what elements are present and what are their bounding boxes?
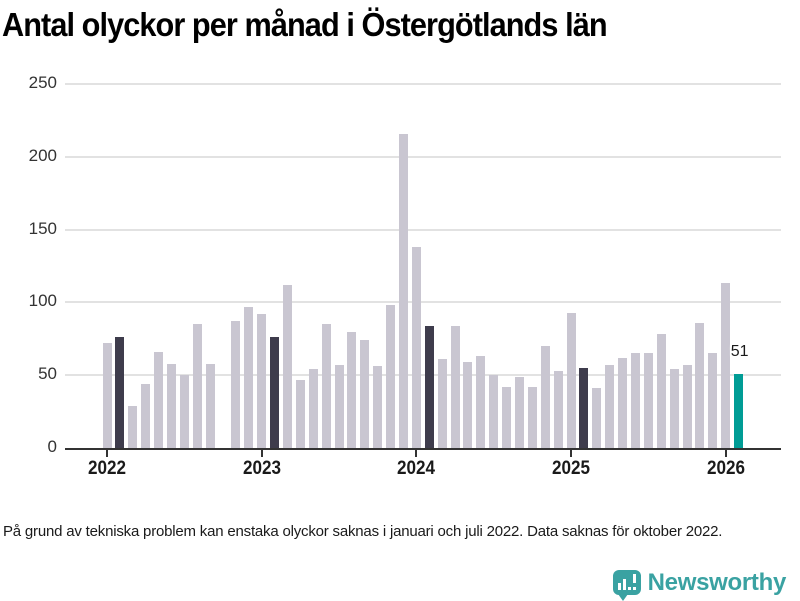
bar-2022-06 [166,363,176,448]
gridline-50 [65,374,781,377]
bar-2024-08 [502,386,512,448]
bar-2024-11 [540,346,550,448]
chart-title: Antal olyckor per månad i Östergötlands … [2,6,608,43]
bar-2022-07 [179,375,189,448]
bar-2023-05 [308,369,318,448]
bar-2025-05 [618,357,628,448]
bar-2023-08 [347,331,357,448]
bar-2025-06 [630,353,640,448]
x-tick-2024 [415,450,418,457]
bar-2023-01 [257,314,267,448]
bar-2023-04 [295,379,305,448]
bar-2025-10 [682,365,692,448]
bar-2025-07 [643,353,653,448]
logo-exclamation-dot [632,587,636,590]
bar-2023-10 [373,366,383,448]
bar-2026-02 [734,373,744,448]
bar-2025-12 [708,353,718,448]
bar-2025-08 [656,334,666,448]
bar-2022-11 [231,321,241,448]
bar-2023-02 [270,337,280,448]
x-tick-label-2023: 2023 [242,458,281,479]
gridline-100 [65,301,781,304]
bar-2025-04 [605,365,615,448]
x-tick-2025 [570,450,573,457]
y-tick-label-0: 0 [47,437,57,456]
gridline-200 [65,155,781,158]
bar-2023-03 [282,284,292,448]
bar-2025-03 [592,388,602,448]
bar-2024-04 [450,325,460,448]
bar-value-label: 51 [730,342,749,360]
y-tick-label-100: 100 [28,291,57,311]
bar-2024-09 [514,376,524,448]
bar-2024-05 [463,362,473,448]
bar-2023-11 [386,305,396,448]
bar-2024-01 [411,247,421,448]
bar-2022-01 [102,343,112,448]
x-tick-2023 [260,450,263,457]
x-tick-2026 [724,450,727,457]
plot-area [65,83,781,450]
x-tick-label-2024: 2024 [397,458,436,479]
newsworthy-logo-text: Newsworthy [647,569,787,596]
logo-exclamation-stem [632,574,636,583]
x-tick-2022 [106,450,108,457]
bar-2022-02 [115,337,125,448]
logo-mini-bar-3 [627,587,631,590]
bar-2024-10 [527,386,537,448]
bar-2025-02 [579,367,589,448]
bar-2025-11 [695,322,705,448]
bar-2024-03 [437,359,447,448]
y-tick-label-250: 250 [28,73,57,92]
bar-2024-12 [553,370,563,448]
bar-2022-08 [192,324,202,448]
speech-bubble-tail [617,594,628,601]
newsworthy-logo-icon [612,570,641,601]
y-tick-label-150: 150 [28,218,57,238]
bar-2026-01 [721,283,731,448]
bar-2023-06 [321,324,331,448]
x-tick-label-2022: 2022 [87,458,127,479]
y-tick-label-200: 200 [28,145,57,165]
bar-2025-09 [669,369,679,448]
bar-2022-09 [205,363,215,448]
y-tick-label-50: 50 [38,364,57,384]
bar-2022-05 [154,351,164,448]
bar-2024-07 [489,375,499,448]
gridline-250 [65,83,781,85]
bar-2024-02 [424,325,434,448]
bar-2022-12 [244,306,254,448]
footnote: På grund av tekniska problem kan enstaka… [3,523,723,540]
x-tick-label-2026: 2026 [706,458,745,479]
bar-2025-01 [566,312,576,448]
bar-2023-12 [398,133,408,448]
logo-mini-bar-2 [622,579,626,590]
gridline-150 [65,228,781,231]
x-tick-label-2025: 2025 [552,458,591,479]
bar-2023-09 [360,340,370,448]
logo-mini-bar-1 [617,583,621,590]
bar-2022-03 [128,405,138,448]
bar-2023-07 [334,365,344,448]
bar-2022-04 [141,383,151,448]
newsworthy-logo: Newsworthy [612,567,787,601]
bar-2024-06 [476,356,486,448]
